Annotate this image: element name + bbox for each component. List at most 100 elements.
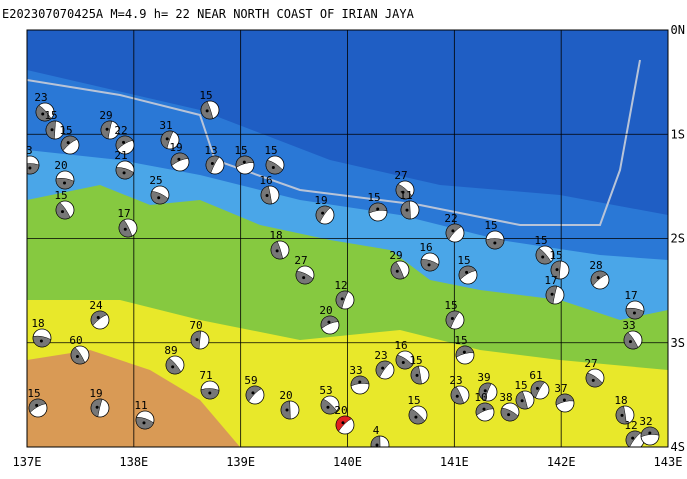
depth-label: 15 (534, 234, 547, 247)
pressure-axis (535, 386, 539, 390)
focal-mechanism: 20 (54, 159, 75, 190)
depth-label: 15 (549, 249, 562, 262)
focal-mechanism: 15 (454, 334, 475, 365)
depth-label: 28 (589, 259, 602, 272)
pressure-axis (401, 360, 405, 364)
focal-mechanism: 29 (99, 109, 120, 140)
focal-mechanism: 15 (534, 234, 555, 265)
depth-label: 33 (622, 319, 635, 332)
pressure-axis (375, 443, 379, 447)
focal-mechanism: 59 (244, 374, 265, 405)
focal-mechanism: 10 (474, 391, 495, 422)
focal-mechanism: 39 (477, 371, 498, 402)
focal-mechanism: 23 (34, 91, 55, 122)
focal-mechanism: 15 (264, 144, 285, 175)
pressure-axis (50, 128, 54, 132)
focal-mechanism: 37 (554, 382, 575, 413)
focal-mechanism: 23 (374, 349, 395, 380)
focal-mechanism: 16 (259, 174, 280, 205)
focal-mechanism: 29 (389, 249, 410, 280)
depth-label: 15 (27, 387, 40, 400)
pressure-axis (632, 311, 636, 315)
focal-mechanism: 15 (407, 394, 428, 425)
focal-mechanism: 11 (134, 399, 155, 430)
lat-label: 3S (671, 336, 685, 350)
focal-mechanism: 19 (169, 141, 190, 172)
pressure-axis (208, 391, 212, 395)
pressure-axis (520, 399, 524, 403)
focal-mechanism: 15 (234, 144, 255, 175)
pressure-axis (177, 157, 181, 161)
depth-label: 31 (159, 119, 172, 132)
lon-label: 137E (13, 455, 42, 469)
pressure-axis (341, 421, 345, 425)
depth-label: 15 (59, 124, 72, 137)
focal-mechanism: 4 (370, 424, 390, 447)
depth-label: 15 (44, 109, 57, 122)
pressure-axis (142, 421, 146, 425)
beachball-quadrant (27, 163, 40, 175)
pressure-axis (75, 355, 79, 359)
focal-mechanism: 19 (314, 194, 335, 225)
pressure-axis (242, 160, 246, 164)
pressure-axis (326, 405, 330, 409)
depth-label: 11 (134, 399, 147, 412)
pressure-axis (66, 141, 70, 145)
focal-mechanism: 15 (444, 299, 465, 330)
pressure-axis (376, 207, 380, 211)
pressure-axis (462, 350, 466, 354)
pressure-axis (122, 171, 126, 175)
focal-mechanism: 22 (114, 124, 135, 155)
pressure-axis (62, 181, 66, 185)
focal-mechanism: 15 (59, 124, 80, 155)
depth-label: 18 (269, 229, 282, 242)
pressure-axis (493, 241, 497, 245)
focal-mechanism: 61 (529, 369, 550, 400)
pressure-axis (596, 276, 600, 280)
pressure-axis (631, 436, 635, 440)
depth-label: 13 (19, 144, 32, 157)
pressure-axis (483, 389, 487, 393)
pressure-axis (123, 227, 127, 231)
depth-label: 15 (409, 354, 422, 367)
depth-label: 60 (69, 334, 82, 347)
depth-label: 32 (639, 415, 652, 428)
focal-mechanism: 15 (44, 109, 65, 140)
focal-mechanism: 15 (484, 219, 505, 250)
lon-label: 139E (226, 455, 255, 469)
pressure-axis (591, 378, 595, 382)
depth-label: 20 (319, 304, 332, 317)
lon-label: 143E (654, 455, 683, 469)
focal-mechanism: 15 (54, 189, 75, 220)
depth-label: 4 (373, 424, 380, 437)
depth-label: 15 (54, 189, 67, 202)
pressure-axis (628, 340, 632, 344)
focal-mechanism: 11 (399, 189, 420, 220)
depth-label: 23 (449, 374, 462, 387)
lon-label: 141E (440, 455, 469, 469)
pressure-axis (171, 365, 175, 369)
depth-label: 27 (394, 169, 407, 182)
depth-label: 23 (374, 349, 387, 362)
depth-label: 21 (114, 149, 127, 162)
depth-label: 13 (204, 144, 217, 157)
focal-mechanism: 20 (334, 404, 355, 435)
lat-label: 0N (671, 23, 685, 37)
depth-label: 71 (199, 369, 212, 382)
focal-mechanism: 71 (199, 369, 220, 400)
depth-label: 59 (244, 374, 257, 387)
focal-mechanism: 18 (31, 317, 52, 348)
focal-mechanism: 32 (639, 415, 660, 446)
depth-label: 23 (34, 91, 47, 104)
lon-label: 142E (547, 455, 576, 469)
focal-mechanism: 22 (444, 212, 465, 243)
focal-mechanism: 12 (624, 419, 645, 447)
pressure-axis (60, 210, 64, 214)
pressure-axis (39, 339, 43, 343)
depth-label: 22 (114, 124, 127, 137)
pressure-axis (122, 140, 126, 144)
focal-mechanism: 23 (449, 374, 470, 405)
pressure-axis (482, 407, 486, 411)
